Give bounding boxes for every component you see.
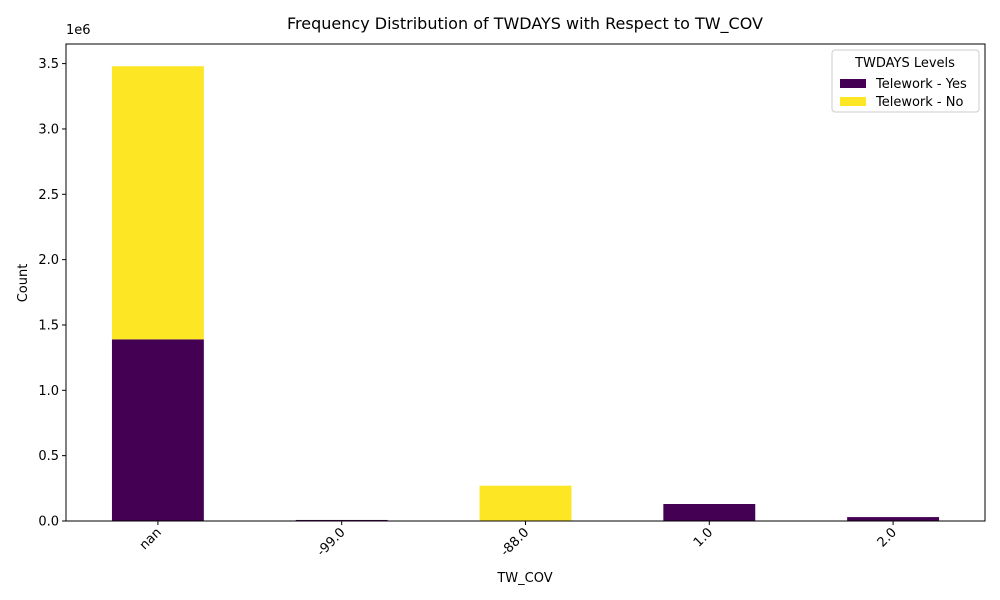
plot-frame: [65, 43, 986, 522]
bar-yes-1: [295, 519, 388, 521]
legend-label-telework-no: Telework - No: [875, 95, 963, 110]
y-tick-label: 1.5: [38, 318, 59, 333]
legend-frame: [831, 49, 980, 113]
x-tick-label: -88.0: [498, 525, 532, 559]
y-multiplier-label: 1e6: [66, 23, 91, 38]
y-tick-label: 2.0: [38, 253, 59, 268]
legend-swatch-telework-no: [840, 97, 866, 106]
y-tick-label: 3.5: [38, 57, 59, 72]
legend-title: TWDAYS Levels: [854, 56, 955, 71]
x-tick-label: 1.0: [691, 525, 716, 550]
bar-yes-3: [663, 504, 756, 521]
x-tick-label: -99.0: [314, 525, 348, 559]
bar-yes-0: [111, 339, 204, 521]
bar-no-0: [111, 66, 204, 340]
y-tick-label: 1.0: [38, 384, 59, 399]
y-axis: 0.0 0.5 1.0 1.5 2.0 2.5 3.0 3.5: [38, 57, 66, 530]
bar-no-2: [479, 485, 572, 521]
y-tick-label: 0.5: [38, 449, 59, 464]
bars-group: [111, 66, 940, 521]
y-axis-label: Count: [16, 264, 31, 303]
x-axis: nan -99.0 -88.0 1.0 2.0: [137, 521, 900, 560]
legend-label-telework-yes: Telework - Yes: [875, 77, 967, 92]
x-axis-label: TW_COV: [496, 571, 552, 586]
y-tick-label: 2.5: [38, 188, 59, 203]
y-tick-label: 0.0: [38, 515, 59, 530]
legend: TWDAYS Levels Telework - Yes Telework - …: [831, 49, 980, 113]
bar-yes-4: [847, 517, 940, 521]
x-tick-label: 2.0: [875, 525, 900, 550]
legend-swatch-telework-yes: [840, 79, 866, 88]
chart-title: Frequency Distribution of TWDAYS with Re…: [287, 14, 763, 34]
x-tick-label: nan: [137, 525, 165, 553]
y-tick-label: 3.0: [38, 122, 59, 137]
